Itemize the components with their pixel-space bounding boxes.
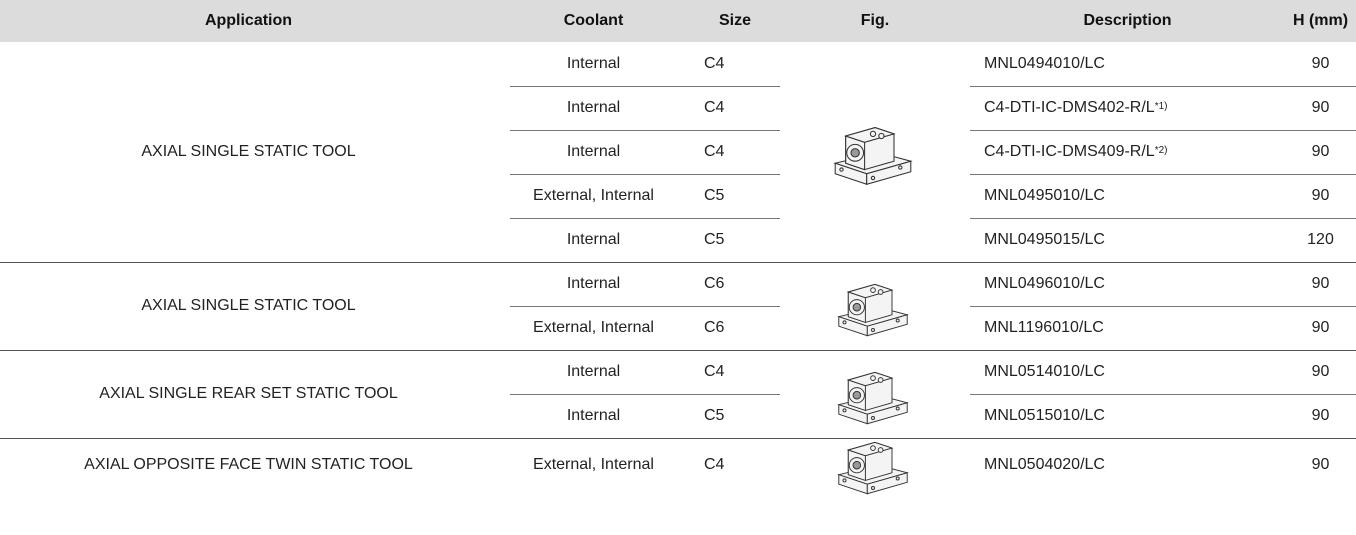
size: C5 bbox=[704, 231, 725, 248]
size: C5 bbox=[704, 407, 725, 424]
coolant: Internal bbox=[566, 99, 621, 116]
description: MNL0494010/LC bbox=[984, 55, 1105, 72]
height: 90 bbox=[1311, 455, 1330, 473]
height: 90 bbox=[1311, 143, 1330, 160]
description: C4-DTI-IC-DMS409-R/L *2) bbox=[984, 143, 1168, 160]
coolant: Internal bbox=[566, 231, 621, 248]
height: 90 bbox=[1311, 407, 1330, 424]
row-divider bbox=[970, 306, 1356, 307]
coolant: Internal bbox=[566, 407, 621, 424]
description: MNL0495010/LC bbox=[984, 187, 1105, 204]
footnote-mark: *1) bbox=[1154, 100, 1168, 112]
size: C4 bbox=[704, 363, 725, 380]
height: 90 bbox=[1311, 363, 1330, 380]
size: C5 bbox=[704, 187, 725, 204]
row-divider bbox=[510, 130, 780, 131]
size: C6 bbox=[704, 319, 725, 336]
application: AXIAL OPPOSITE FACE TWIN STATIC TOOL bbox=[84, 455, 413, 473]
coolant: Internal bbox=[566, 363, 621, 380]
size: C4 bbox=[704, 143, 725, 160]
height: 90 bbox=[1311, 55, 1330, 72]
height: 120 bbox=[1307, 231, 1334, 248]
coolant: External, Internal bbox=[533, 455, 654, 473]
row-divider bbox=[970, 174, 1356, 175]
header-cell: Fig. bbox=[860, 12, 890, 29]
header-row bbox=[0, 0, 1356, 42]
application: AXIAL SINGLE STATIC TOOL bbox=[141, 297, 356, 314]
group-divider bbox=[0, 350, 1356, 351]
row-divider bbox=[510, 306, 780, 307]
footnote-mark: *2) bbox=[1154, 144, 1168, 156]
header-cell: Application bbox=[204, 12, 293, 29]
row-divider bbox=[510, 174, 780, 175]
description: C4-DTI-IC-DMS402-R/L *1) bbox=[984, 99, 1168, 116]
group-divider bbox=[0, 262, 1356, 263]
header-cell: Description bbox=[1083, 12, 1172, 29]
row-divider bbox=[510, 394, 780, 395]
application: AXIAL SINGLE STATIC TOOL bbox=[141, 143, 356, 160]
description: MNL0515010/LC bbox=[984, 407, 1105, 424]
description: MNL0514010/LC bbox=[984, 363, 1105, 380]
tool-figure bbox=[837, 442, 909, 495]
coolant: Internal bbox=[566, 55, 621, 72]
row-divider bbox=[970, 86, 1356, 87]
size: C6 bbox=[704, 275, 725, 292]
group-divider bbox=[0, 438, 1356, 439]
row-divider bbox=[970, 130, 1356, 131]
header-cell: H (mm) bbox=[1292, 12, 1349, 29]
height: 90 bbox=[1311, 319, 1330, 336]
coolant: External, Internal bbox=[533, 319, 654, 336]
row-divider bbox=[970, 218, 1356, 219]
description: MNL0495015/LC bbox=[984, 231, 1105, 248]
height: 90 bbox=[1311, 275, 1330, 292]
row-divider bbox=[970, 394, 1356, 395]
size: C4 bbox=[704, 99, 725, 116]
description: MNL1196010/LC bbox=[984, 319, 1104, 336]
height: 90 bbox=[1311, 99, 1330, 116]
height: 90 bbox=[1311, 187, 1330, 204]
header-cell: Coolant bbox=[563, 12, 624, 29]
size: C4 bbox=[704, 455, 725, 473]
application: AXIAL SINGLE REAR SET STATIC TOOL bbox=[99, 385, 398, 402]
size: C4 bbox=[704, 55, 725, 72]
description: MNL0504020/LC bbox=[984, 455, 1105, 473]
tool-figure bbox=[833, 127, 913, 186]
row-divider bbox=[510, 86, 780, 87]
tool-figure bbox=[837, 371, 909, 425]
coolant: External, Internal bbox=[533, 187, 654, 204]
coolant: Internal bbox=[566, 143, 621, 160]
row-divider bbox=[510, 218, 780, 219]
header-cell: Size bbox=[718, 12, 751, 29]
description: MNL0496010/LC bbox=[984, 275, 1105, 292]
tool-figure bbox=[837, 283, 909, 337]
coolant: Internal bbox=[566, 275, 621, 292]
